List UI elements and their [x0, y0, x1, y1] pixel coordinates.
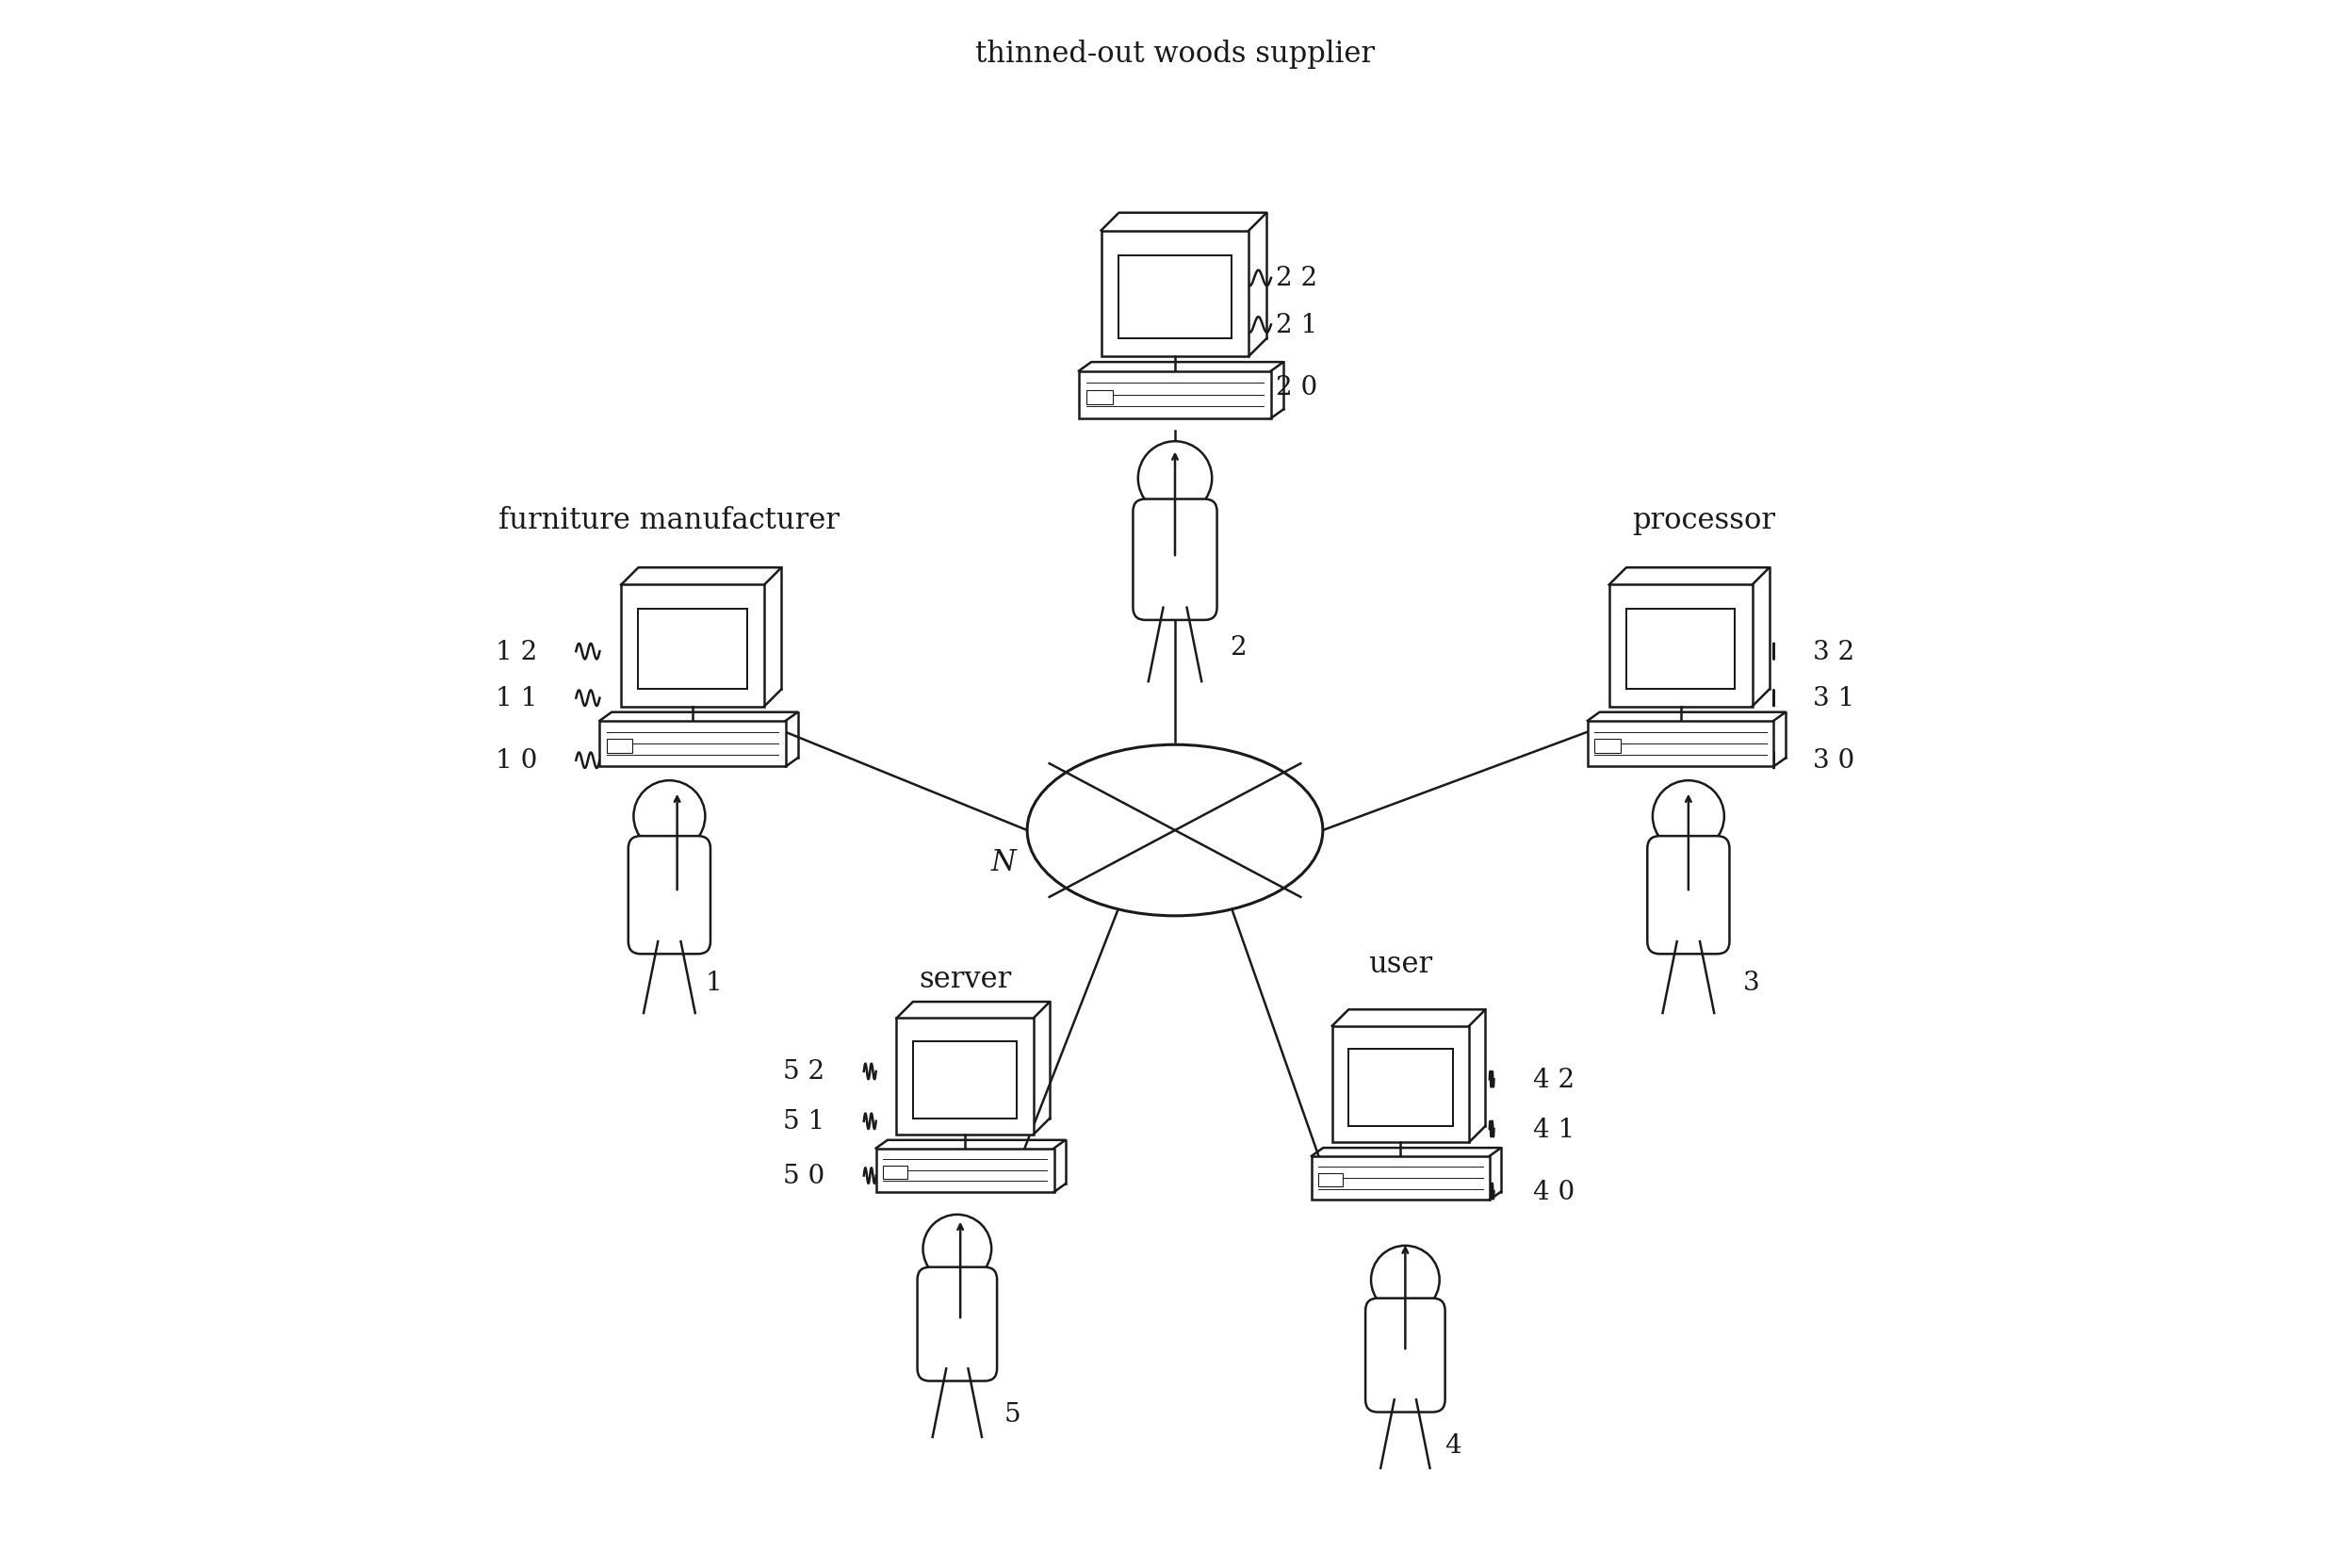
Text: 2 0: 2 0: [1276, 375, 1318, 400]
Bar: [1589, 721, 1774, 767]
Text: 5 0: 5 0: [783, 1163, 825, 1189]
FancyBboxPatch shape: [1365, 1298, 1445, 1413]
Text: 2 1: 2 1: [1276, 312, 1318, 339]
Circle shape: [924, 1215, 992, 1283]
Bar: [912, 1041, 1018, 1118]
Bar: [884, 1167, 907, 1179]
Bar: [1102, 230, 1248, 358]
Bar: [895, 1019, 1034, 1135]
Bar: [1318, 1174, 1344, 1187]
FancyBboxPatch shape: [627, 836, 710, 955]
Bar: [1332, 1027, 1469, 1143]
FancyBboxPatch shape: [1647, 836, 1730, 955]
Bar: [599, 721, 785, 767]
Text: 3 2: 3 2: [1812, 640, 1854, 665]
Text: N: N: [992, 847, 1015, 877]
Text: 4 1: 4 1: [1532, 1116, 1574, 1142]
Bar: [1626, 610, 1734, 690]
Text: 4: 4: [1445, 1432, 1462, 1458]
Text: thinned-out woods supplier: thinned-out woods supplier: [975, 39, 1375, 69]
Bar: [606, 740, 632, 753]
Text: 5 1: 5 1: [783, 1109, 825, 1134]
Text: user: user: [1368, 949, 1434, 978]
FancyBboxPatch shape: [1133, 500, 1217, 621]
Circle shape: [634, 781, 705, 853]
Text: 1 0: 1 0: [496, 748, 538, 773]
Bar: [1596, 740, 1622, 753]
Circle shape: [1137, 442, 1213, 516]
Text: processor: processor: [1633, 506, 1777, 535]
Text: 4 0: 4 0: [1532, 1179, 1574, 1204]
Text: 5 2: 5 2: [783, 1058, 825, 1085]
Bar: [877, 1148, 1053, 1192]
Text: 2 2: 2 2: [1276, 267, 1318, 292]
Text: 2: 2: [1229, 635, 1246, 660]
Circle shape: [1370, 1247, 1441, 1314]
Bar: [620, 585, 764, 707]
FancyBboxPatch shape: [917, 1267, 996, 1381]
Text: 4 2: 4 2: [1532, 1066, 1574, 1093]
Text: 1: 1: [705, 971, 721, 996]
Text: 1 1: 1 1: [496, 685, 538, 712]
Text: 1 2: 1 2: [496, 640, 538, 665]
Bar: [1610, 585, 1753, 707]
Text: 3 1: 3 1: [1812, 685, 1854, 712]
Bar: [1079, 372, 1271, 419]
Bar: [1119, 256, 1231, 339]
Text: server: server: [919, 964, 1010, 994]
Text: 5: 5: [1003, 1402, 1020, 1427]
Text: furniture manufacturer: furniture manufacturer: [498, 506, 839, 535]
Ellipse shape: [1027, 745, 1323, 916]
Text: 3 0: 3 0: [1812, 748, 1854, 773]
Bar: [1349, 1049, 1452, 1126]
Bar: [639, 610, 747, 690]
Circle shape: [1652, 781, 1725, 853]
Bar: [1311, 1156, 1490, 1200]
Text: 3: 3: [1744, 971, 1760, 996]
Bar: [1086, 390, 1114, 405]
